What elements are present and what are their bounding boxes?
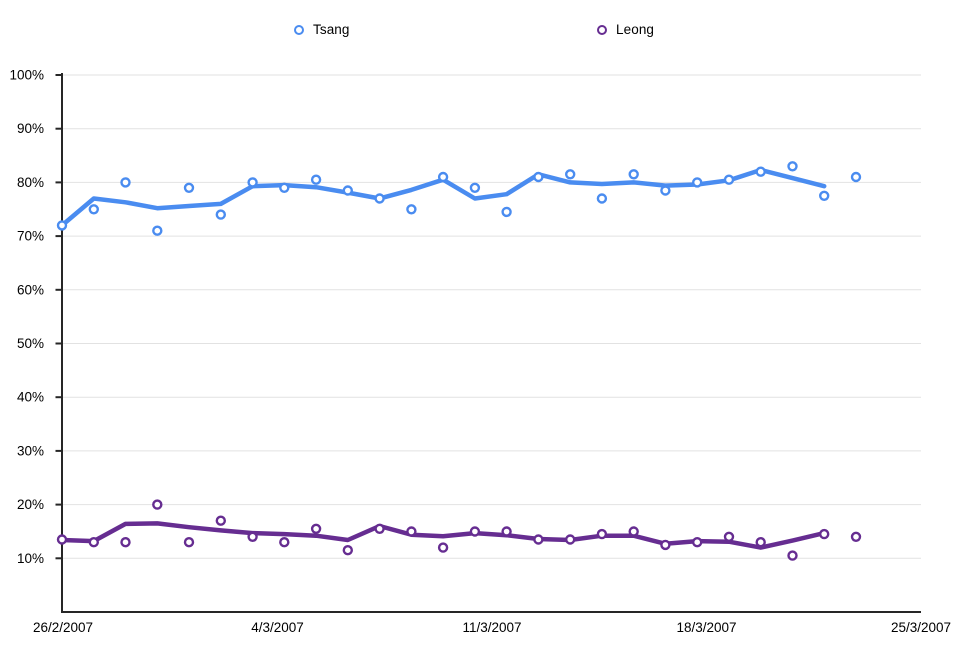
y-tick-label: 80% [17, 175, 44, 190]
leong-marker [533, 534, 544, 545]
leong-marker [755, 537, 766, 548]
tsang-marker [437, 171, 449, 183]
leong-marker [247, 531, 258, 542]
tsang-marker [501, 206, 512, 218]
tsang-marker [787, 161, 798, 172]
tsang-marker [723, 174, 735, 185]
leong-marker [628, 526, 639, 537]
tsang-marker [56, 220, 68, 231]
tsang-marker [279, 182, 290, 194]
leong-marker [56, 534, 68, 545]
y-tick-label: 90% [17, 121, 44, 136]
leong-legend-label: Leong [616, 22, 655, 37]
leong-marker [787, 550, 798, 561]
legend-item-tsang: Tsang [294, 22, 350, 38]
x-tick-label: 4/3/2007 [251, 620, 304, 635]
tsang-marker [120, 177, 131, 188]
tsang-marker [152, 225, 163, 236]
leong-marker [850, 531, 862, 542]
leong-marker [819, 528, 830, 540]
x-tick-label: 25/3/2007 [891, 620, 951, 635]
leong-marker [215, 515, 227, 526]
leong-marker [692, 537, 703, 548]
tsang-marker [565, 169, 576, 180]
tsang-marker [215, 209, 227, 220]
tsang-legend-marker-icon [294, 25, 304, 35]
x-tick-label: 26/2/2007 [33, 620, 93, 635]
tsang-marker [88, 204, 100, 215]
tsang-marker [660, 185, 671, 196]
leong-marker [565, 534, 576, 545]
y-tick-label: 60% [17, 282, 44, 297]
tsang-marker [183, 182, 195, 194]
tsang-marker [628, 169, 639, 180]
leong-legend-marker-icon [597, 25, 607, 35]
tsang-marker [374, 193, 385, 204]
tsang-marker [819, 190, 830, 202]
leong-marker [310, 523, 322, 534]
tsang-marker [342, 185, 353, 196]
tsang-legend-label: Tsang [313, 22, 350, 37]
tsang-marker [310, 174, 322, 185]
leong-marker [279, 537, 290, 548]
y-tick-label: 10% [17, 551, 44, 566]
x-tick-label: 11/3/2007 [462, 620, 521, 635]
tsang-marker [406, 204, 417, 215]
leong-marker [374, 523, 385, 534]
leong-marker [406, 526, 417, 537]
leong-marker [596, 528, 608, 540]
y-tick-label: 70% [17, 229, 44, 244]
tsang-marker [596, 193, 608, 204]
leong-marker [469, 526, 481, 537]
leong-marker [342, 545, 353, 556]
tsang-marker [247, 177, 258, 188]
leong-marker [437, 542, 449, 553]
legend-item-leong: Leong [597, 22, 654, 38]
y-tick-label: 100% [9, 68, 44, 83]
y-tick-label: 20% [17, 497, 44, 512]
tsang-marker [692, 177, 703, 188]
tsang-marker [755, 166, 766, 177]
leong-marker [723, 531, 735, 542]
leong-marker [152, 499, 163, 510]
tsang-marker [850, 171, 862, 183]
y-tick-label: 50% [17, 336, 44, 351]
tsang-marker [469, 182, 481, 194]
leong-marker [660, 539, 671, 551]
y-tick-label: 40% [17, 390, 44, 405]
leong-marker [501, 526, 512, 537]
leong-marker [120, 537, 131, 548]
x-tick-label: 18/3/2007 [676, 620, 736, 635]
leong-marker [183, 537, 195, 548]
leong-marker [88, 537, 100, 548]
y-tick-label: 30% [17, 443, 44, 458]
tsang-marker [533, 171, 544, 183]
